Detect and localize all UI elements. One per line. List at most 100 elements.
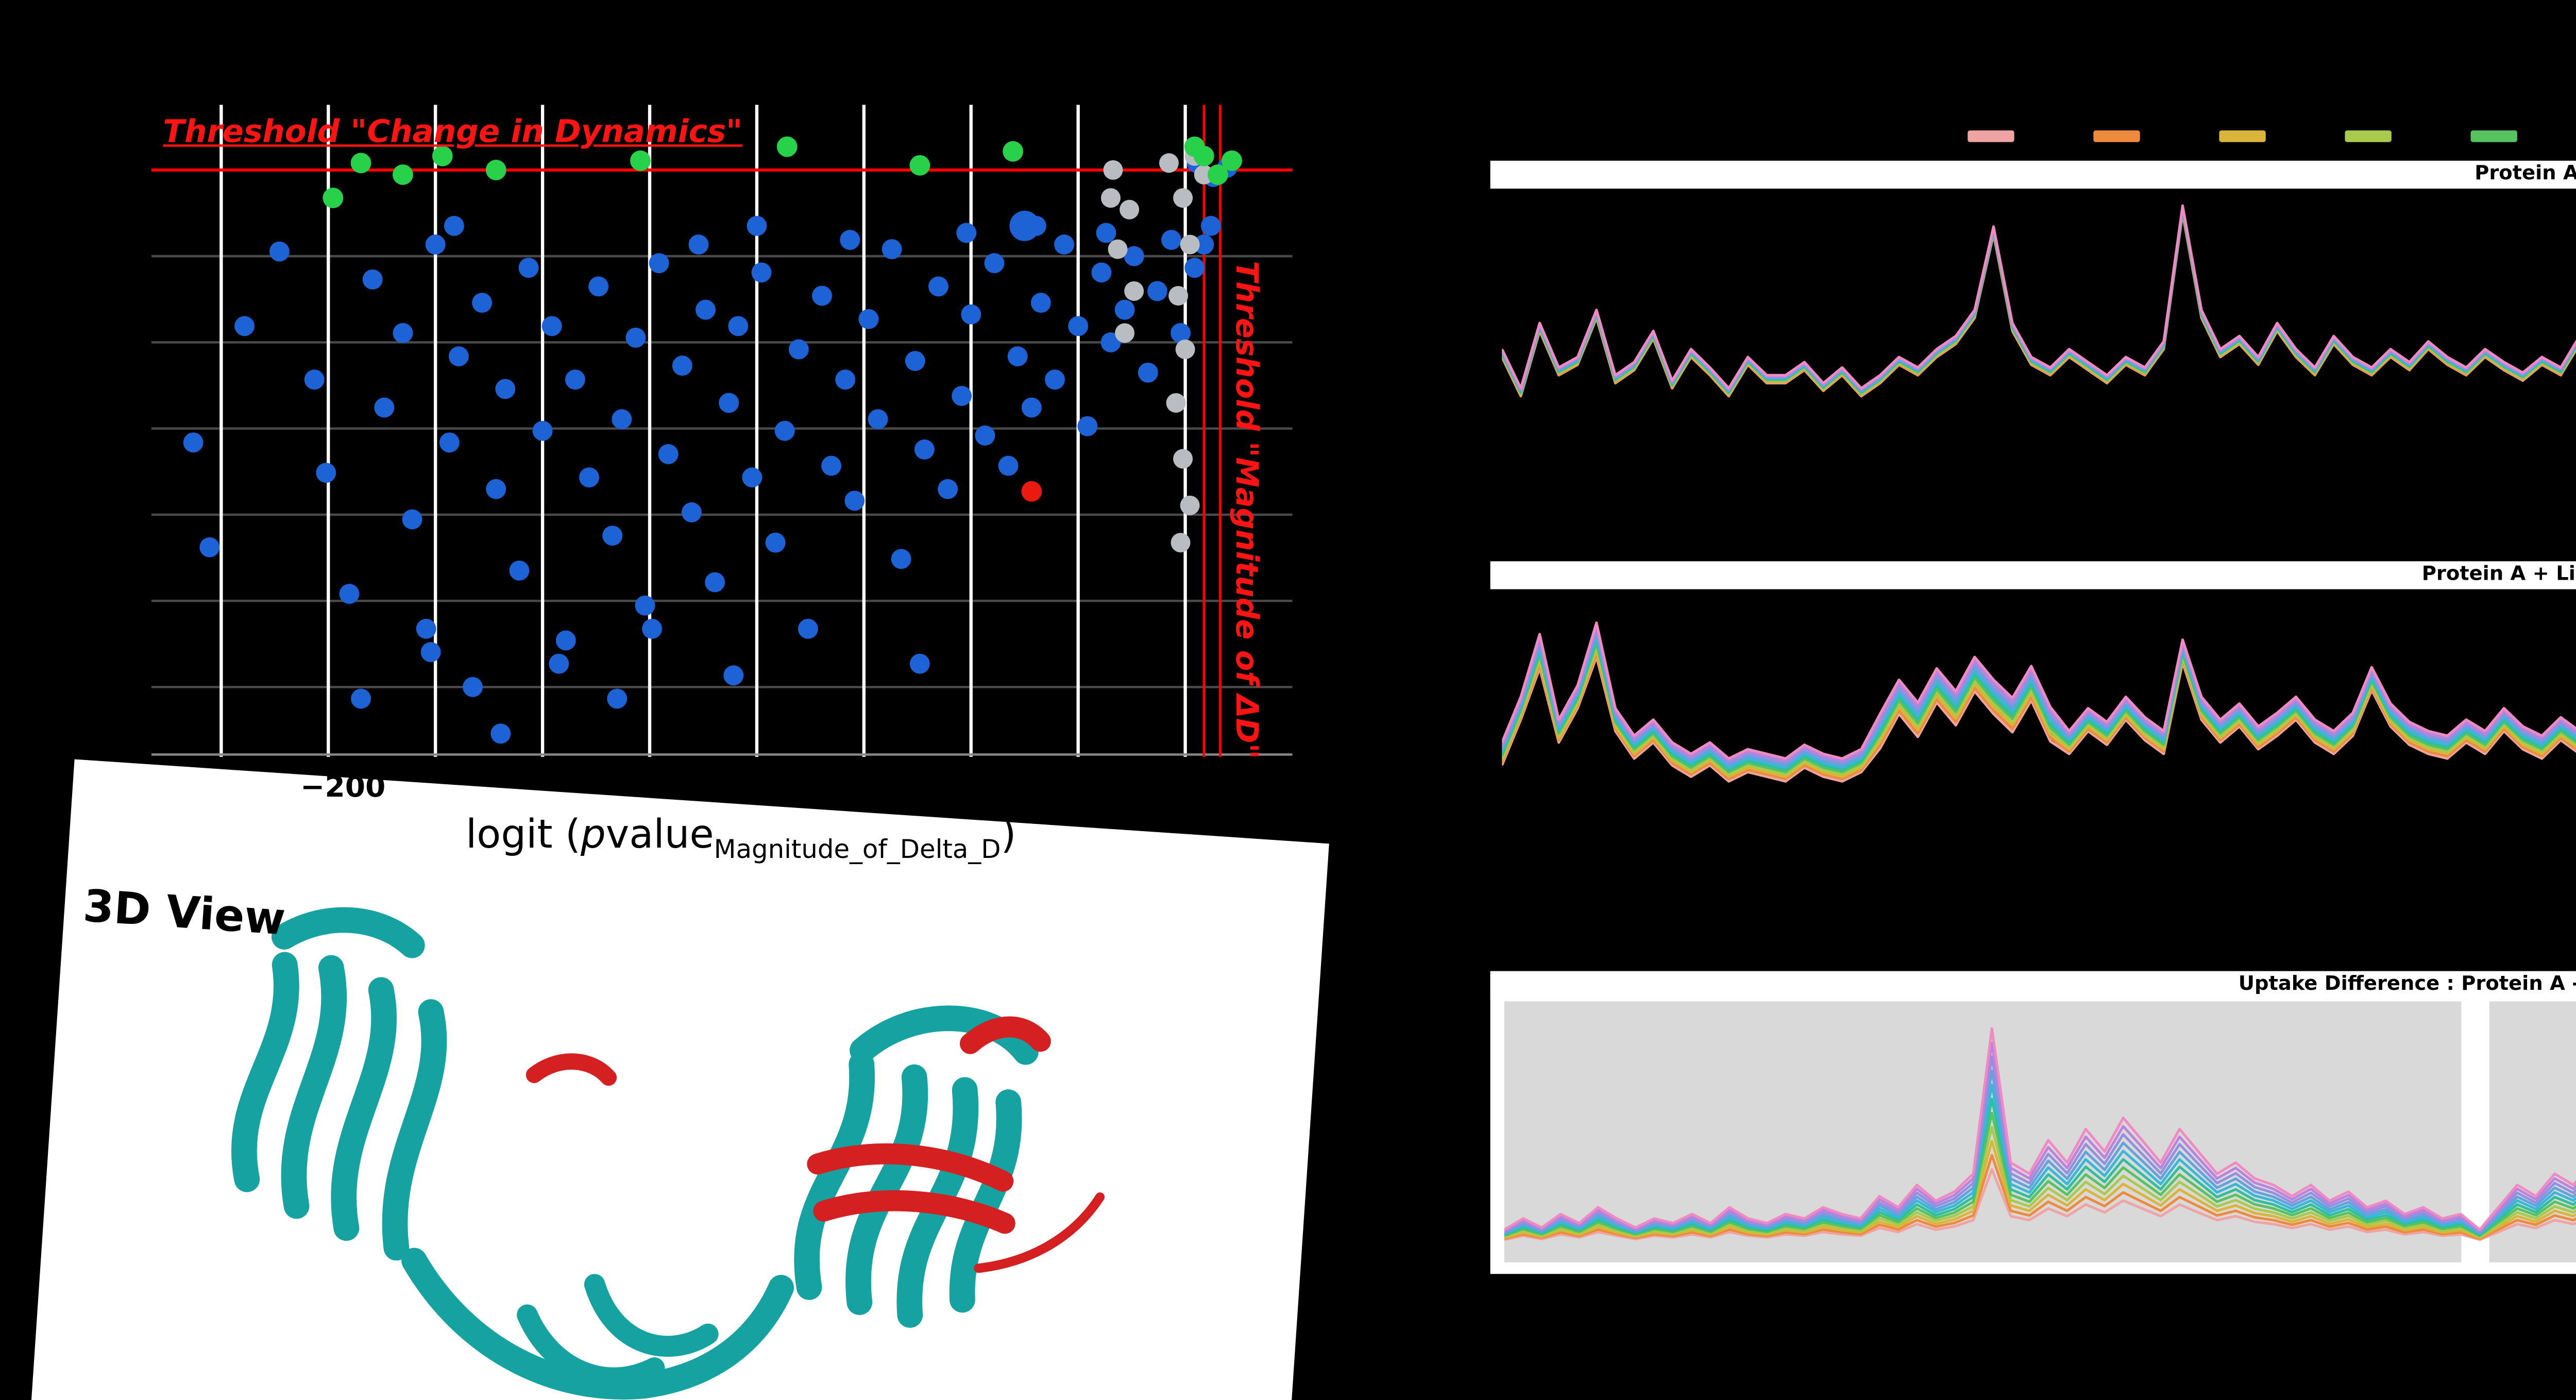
scatter-point-blue[interactable] xyxy=(472,293,493,313)
legend-dash[interactable] xyxy=(2093,130,2140,141)
scatter-point-gray[interactable] xyxy=(1175,339,1195,359)
scatter-point-blue[interactable] xyxy=(1124,246,1144,266)
scatter-point-blue[interactable] xyxy=(1054,234,1074,255)
volcano-plot[interactable] xyxy=(151,105,1293,757)
scatter-point-blue[interactable] xyxy=(774,420,795,441)
scatter-point-blue[interactable] xyxy=(518,258,539,278)
scatter-point-blue[interactable] xyxy=(1045,369,1065,390)
scatter-point-green[interactable] xyxy=(350,153,371,174)
scatter-point-blue[interactable] xyxy=(821,456,842,476)
scatter-point-blue[interactable] xyxy=(602,526,623,546)
scatter-point-blue[interactable] xyxy=(812,285,832,306)
scatter-point-blue[interactable] xyxy=(1021,397,1042,418)
scatter-point-green[interactable] xyxy=(776,136,798,157)
scatter-point-blue[interactable] xyxy=(509,560,530,581)
scatter-point-gray[interactable] xyxy=(1173,449,1193,469)
scatter-point-gray[interactable] xyxy=(1194,165,1214,184)
scatter-point-blue[interactable] xyxy=(742,467,762,487)
scatter-point-blue[interactable] xyxy=(439,432,460,453)
scatter-point-gray[interactable] xyxy=(1100,188,1121,208)
scatter-point-blue[interactable] xyxy=(351,688,371,709)
scatter-point-blue[interactable] xyxy=(420,642,441,662)
scatter-point-green[interactable] xyxy=(485,160,506,180)
scatter-point-blue[interactable] xyxy=(1068,316,1089,336)
scatter-point-green[interactable] xyxy=(1207,164,1228,185)
scatter-point-blue[interactable] xyxy=(1114,299,1135,320)
scatter-point-blue[interactable] xyxy=(1077,416,1098,436)
scatter-point-blue[interactable] xyxy=(1184,258,1205,278)
scatter-point-red[interactable] xyxy=(1021,481,1042,502)
scatter-point-blue[interactable] xyxy=(448,346,469,366)
scatter-point-blue[interactable] xyxy=(1100,332,1121,352)
scatter-point-gray[interactable] xyxy=(1108,239,1128,259)
uptake-chart-protein-a[interactable] xyxy=(1502,191,2576,541)
scatter-point-gray[interactable] xyxy=(1166,393,1186,413)
scatter-point-blue[interactable] xyxy=(928,276,948,297)
scatter-point-blue[interactable] xyxy=(1007,346,1028,366)
scatter-point-blue[interactable] xyxy=(532,420,553,441)
scatter-point-blue[interactable] xyxy=(183,432,204,453)
scatter-point-blue[interactable] xyxy=(199,537,220,558)
scatter-point-blue[interactable] xyxy=(952,385,972,406)
scatter-point-blue[interactable] xyxy=(635,595,655,616)
scatter-point-blue[interactable] xyxy=(416,618,436,639)
scatter-point-blue[interactable] xyxy=(495,379,516,399)
scatter-point-blue[interactable] xyxy=(565,369,585,390)
scatter-point-gray[interactable] xyxy=(1103,160,1123,180)
scatter-point-blue[interactable] xyxy=(316,463,336,483)
scatter-point-blue[interactable] xyxy=(788,339,809,360)
scatter-point-blue[interactable] xyxy=(444,215,464,236)
scatter-point-blue[interactable] xyxy=(998,456,1019,476)
scatter-point-blue[interactable] xyxy=(905,351,925,372)
scatter-point-green[interactable] xyxy=(323,188,344,209)
scatter-point-blue[interactable] xyxy=(975,425,995,446)
scatter-point-blue[interactable] xyxy=(1147,281,1167,301)
scatter-point-blue[interactable] xyxy=(956,223,977,243)
scatter-point-blue[interactable] xyxy=(1200,215,1221,236)
scatter-point-blue[interactable] xyxy=(1194,234,1214,255)
uptake-difference-chart[interactable] xyxy=(1504,1002,2576,1262)
scatter-point-blue[interactable] xyxy=(1138,362,1158,383)
scatter-point-gray[interactable] xyxy=(1171,533,1191,553)
scatter-point-blue[interactable] xyxy=(339,584,360,604)
scatter-point-blue[interactable] xyxy=(868,409,888,429)
scatter-point-gray[interactable] xyxy=(1120,199,1140,220)
scatter-point-blue[interactable] xyxy=(1030,293,1051,313)
scatter-point-blue[interactable] xyxy=(719,393,739,413)
scatter-point-blue[interactable] xyxy=(705,572,725,593)
scatter-point-blue[interactable] xyxy=(490,723,511,744)
scatter-point-blue[interactable] xyxy=(835,369,856,390)
scatter-point-gray[interactable] xyxy=(1124,281,1144,301)
scatter-point-blue[interactable] xyxy=(882,239,902,260)
scatter-point-blue[interactable] xyxy=(840,230,860,250)
scatter-point-green[interactable] xyxy=(432,145,453,166)
scatter-point-green[interactable] xyxy=(630,150,651,171)
scatter-point-blue[interactable] xyxy=(961,304,981,325)
scatter-point-green[interactable] xyxy=(1193,145,1214,166)
scatter-point-blue[interactable] xyxy=(555,630,576,651)
scatter-point-blue[interactable] xyxy=(425,234,446,255)
scatter-point-blue[interactable] xyxy=(579,467,599,487)
scatter-point-blue[interactable] xyxy=(798,618,818,639)
scatter-point-blue[interactable] xyxy=(728,316,749,336)
scatter-point-blue[interactable] xyxy=(658,444,679,464)
scatter-point-blue[interactable] xyxy=(612,409,632,429)
scatter-point-blue[interactable] xyxy=(858,309,879,329)
scatter-point-blue[interactable] xyxy=(234,316,255,336)
scatter-point-blue[interactable] xyxy=(696,299,716,320)
scatter-point-blue[interactable] xyxy=(649,253,669,274)
scatter-point-blue[interactable] xyxy=(1091,262,1112,283)
scatter-point-blue[interactable] xyxy=(765,532,786,553)
scatter-point-blue[interactable] xyxy=(938,479,958,499)
scatter-point-blue[interactable] xyxy=(1009,211,1040,241)
scatter-point-blue[interactable] xyxy=(541,316,562,336)
scatter-point-blue[interactable] xyxy=(914,439,935,460)
scatter-point-blue[interactable] xyxy=(607,688,628,709)
scatter-point-gray[interactable] xyxy=(1159,153,1179,173)
scatter-point-blue[interactable] xyxy=(588,276,609,297)
legend-dash[interactable] xyxy=(2470,130,2517,141)
scatter-point-blue[interactable] xyxy=(463,677,483,697)
scatter-point-gray[interactable] xyxy=(1115,323,1135,343)
scatter-point-blue[interactable] xyxy=(672,356,692,376)
scatter-point-blue[interactable] xyxy=(1171,323,1191,343)
